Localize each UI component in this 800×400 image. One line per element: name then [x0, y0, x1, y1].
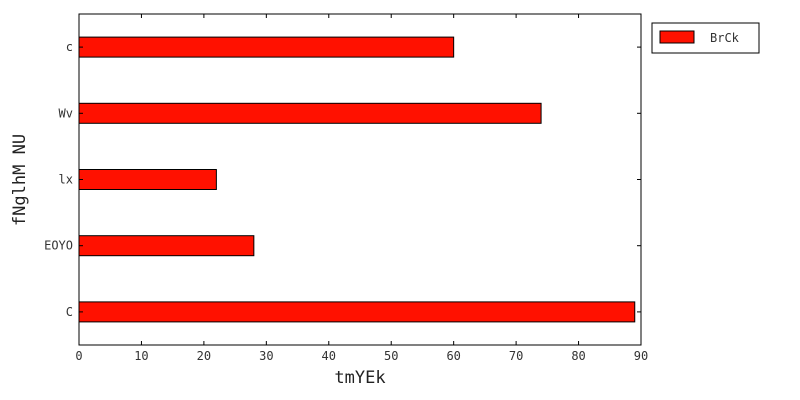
bar — [78, 169, 217, 190]
x-tick-label: 30 — [259, 349, 273, 363]
x-tick-label: 70 — [509, 349, 523, 363]
y-tick-label: EOYO — [44, 239, 73, 253]
y-axis: C EOYO lx Wv c — [44, 40, 641, 319]
bar — [78, 301, 636, 323]
x-tick-label: 10 — [134, 349, 148, 363]
bar — [78, 235, 255, 257]
bar — [78, 102, 542, 124]
x-tick-label: 60 — [446, 349, 460, 363]
x-tick-label: 50 — [384, 349, 398, 363]
y-axis-label: fNglhM NU — [10, 134, 30, 226]
x-tick-label: 0 — [75, 349, 82, 363]
legend: BrCk — [651, 22, 760, 54]
y-tick-label: c — [66, 40, 73, 54]
y-tick-label: C — [66, 305, 73, 319]
bars-group — [78, 36, 636, 323]
x-axis-label: tmYEk — [334, 368, 385, 388]
y-tick-label: Wv — [59, 106, 73, 120]
x-tick-label: 20 — [197, 349, 211, 363]
x-tick-label: 90 — [634, 349, 648, 363]
x-tick-label: 80 — [571, 349, 585, 363]
y-tick-label: lx — [59, 173, 73, 187]
bar — [78, 36, 455, 58]
x-tick-label: 40 — [322, 349, 336, 363]
legend-swatch — [659, 30, 695, 44]
x-axis: 0 10 20 30 40 50 60 70 80 90 — [75, 14, 648, 363]
legend-label: BrCk — [710, 31, 740, 45]
